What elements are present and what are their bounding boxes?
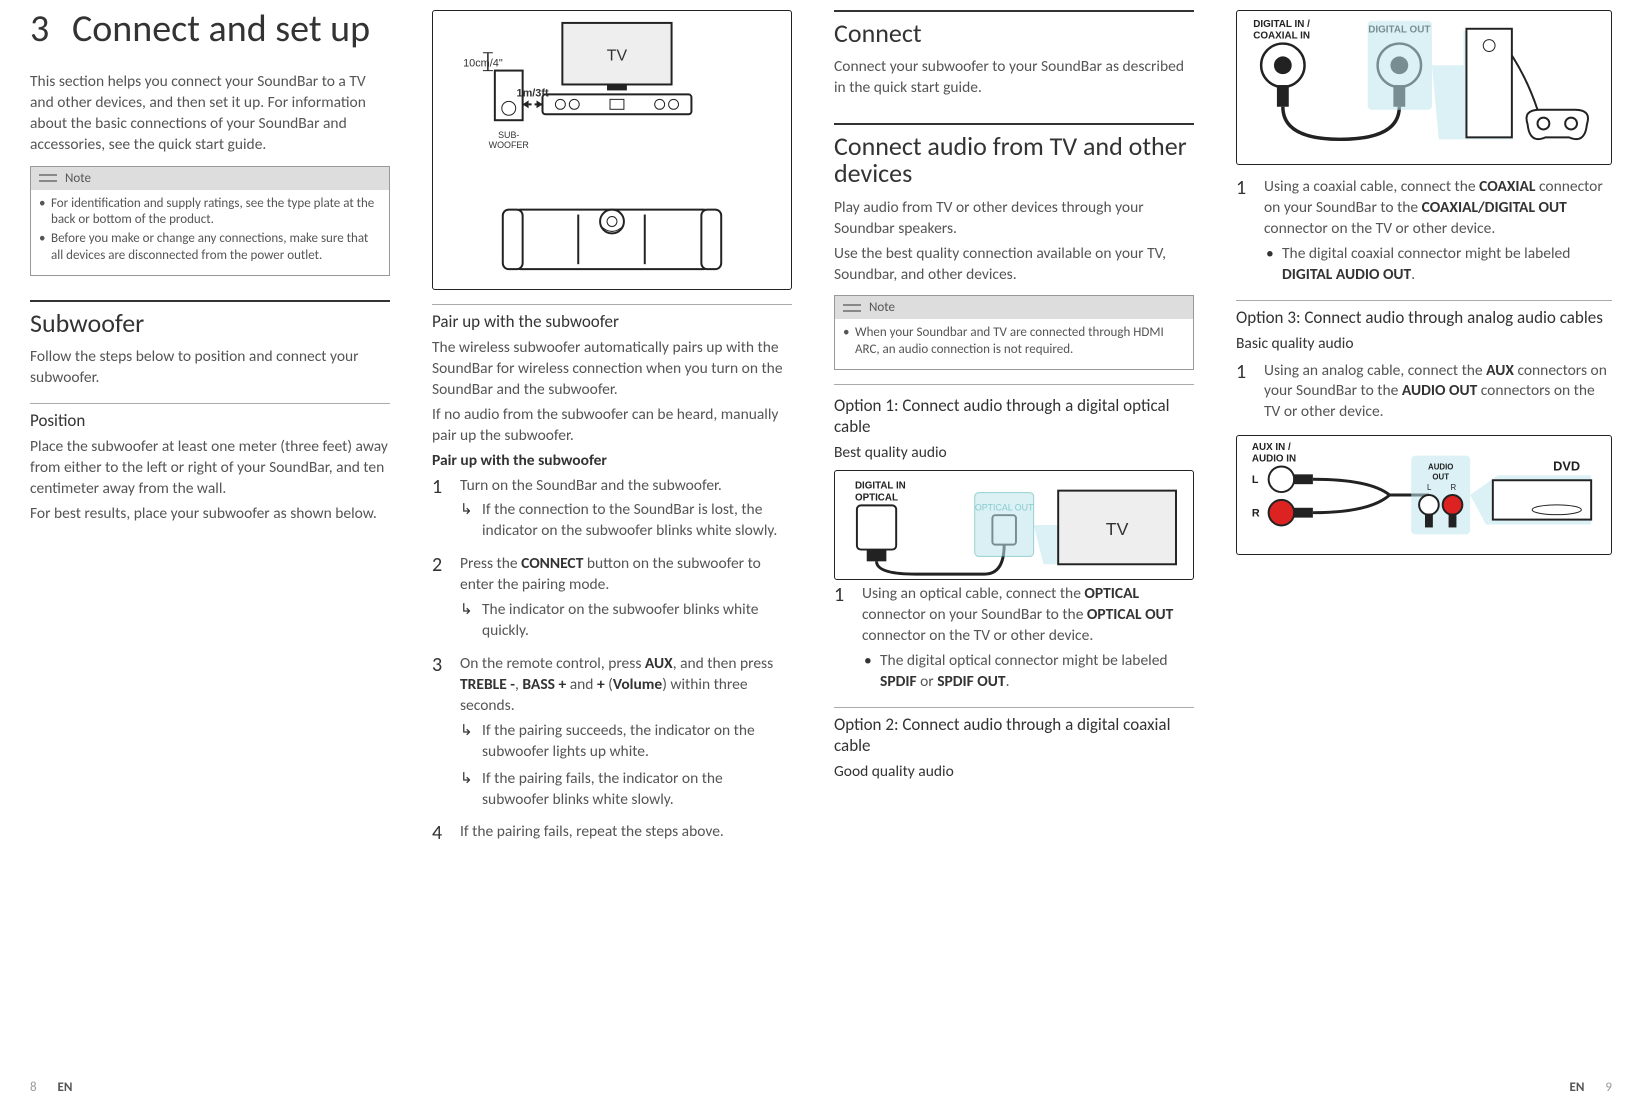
opt3-steps: Using an analog cable, connect the AUX c… — [1236, 361, 1612, 424]
note-box-hdmi: Note When your Soundbar and TV are conne… — [834, 295, 1194, 370]
svg-text:OPTICAL: OPTICAL — [855, 493, 898, 504]
pair-p2: If no audio from the subwoofer can be he… — [432, 405, 792, 447]
section-connect: Connect — [834, 10, 1194, 47]
subsection-position: Position — [30, 403, 390, 431]
svg-text:DIGITAL IN: DIGITAL IN — [855, 481, 906, 492]
svg-text:AUDIO: AUDIO — [1428, 463, 1453, 472]
column-4: DIGITAL IN / COAXIAL IN DIGITAL OUT — [1236, 10, 1612, 1020]
option1-quality: Best quality audio — [834, 443, 1194, 464]
column-2: TV SUB- WOOFER 10cm/4" — [432, 10, 792, 1020]
lang-right: EN — [1570, 1080, 1585, 1095]
pair-steps: Turn on the SoundBar and the subwoofer. … — [432, 476, 792, 844]
note-icon — [39, 171, 57, 185]
column-1: 3 Connect and set up This section helps … — [30, 10, 390, 1020]
pair-step-4: If the pairing fails, repeat the steps a… — [432, 822, 792, 843]
option2-quality: Good quality audio — [834, 762, 1194, 783]
chapter-number: 3 — [30, 10, 72, 48]
option3-quality: Basic quality audio — [1236, 334, 1612, 355]
svg-text:SUB-: SUB- — [498, 130, 519, 140]
figure-analog: AUX IN / AUDIO IN L R AUDIO OUT L R — [1236, 435, 1612, 555]
footer-left: 8 EN — [30, 1080, 72, 1095]
connect-audio-p2: Use the best quality connection availabl… — [834, 244, 1194, 286]
section-connect-audio: Connect audio from TV and other devices — [834, 123, 1194, 188]
svg-text:R: R — [1252, 508, 1260, 520]
note-label: Note — [869, 300, 895, 315]
connect-text: Connect your subwoofer to your SoundBar … — [834, 57, 1194, 99]
figure-coaxial: DIGITAL IN / COAXIAL IN DIGITAL OUT — [1236, 10, 1612, 165]
position-p1: Place the subwoofer at least one meter (… — [30, 437, 390, 500]
connect-audio-p1: Play audio from TV or other devices thro… — [834, 198, 1194, 240]
pair-p1: The wireless subwoofer automatically pai… — [432, 338, 792, 401]
svg-text:WOOFER: WOOFER — [489, 140, 530, 150]
pair-step-2-sub: The indicator on the subwoofer blinks wh… — [460, 600, 792, 642]
note-item: When your Soundbar and TV are connected … — [843, 325, 1185, 359]
pair-step-3: On the remote control, press AUX, and th… — [432, 654, 792, 810]
section-subwoofer: Subwoofer — [30, 300, 390, 337]
svg-text:L: L — [1252, 474, 1259, 486]
subsection-pair: Pair up with the subwoofer — [432, 304, 792, 332]
position-p2: For best results, place your subwoofer a… — [30, 504, 390, 525]
option1-title: Option 1: Connect audio through a digita… — [834, 395, 1194, 437]
svg-text:OUT: OUT — [1432, 473, 1449, 482]
svg-text:R: R — [1451, 483, 1457, 492]
page-number-right: 9 — [1605, 1080, 1612, 1095]
svg-text:10cm/4": 10cm/4" — [463, 58, 503, 70]
opt1-steps: Using an optical cable, connect the OPTI… — [834, 584, 1194, 693]
svg-text:1m/3ft: 1m/3ft — [517, 87, 549, 99]
pair-step-1: Turn on the SoundBar and the subwoofer. … — [432, 476, 792, 543]
figure-subwoofer-placement: TV SUB- WOOFER 10cm/4" — [432, 10, 792, 290]
opt2-step-1: Using a coaxial cable, connect the COAXI… — [1236, 177, 1612, 286]
svg-text:COAXIAL IN: COAXIAL IN — [1253, 31, 1310, 42]
opt1-step-1: Using an optical cable, connect the OPTI… — [834, 584, 1194, 693]
note-item: For identification and supply ratings, s… — [39, 196, 381, 230]
svg-text:TV: TV — [1106, 519, 1129, 539]
opt1-bullet: The digital optical connector might be l… — [862, 651, 1194, 693]
svg-text:DIGITAL IN /: DIGITAL IN / — [1253, 19, 1310, 30]
pair-step-1-sub: If the connection to the SoundBar is los… — [460, 500, 792, 542]
chapter-title: Connect and set up — [72, 10, 370, 50]
pair-step-3-sub1: If the pairing succeeds, the indicator o… — [460, 721, 792, 763]
pair-step-2: Press the CONNECT button on the subwoofe… — [432, 554, 792, 642]
note-box: Note For identification and supply ratin… — [30, 166, 390, 277]
opt2-bullet: The digital coaxial connector might be l… — [1264, 244, 1612, 286]
intro-text: This section helps you connect your Soun… — [30, 72, 390, 156]
svg-text:DVD: DVD — [1553, 459, 1580, 474]
pair-step-3-sub2: If the pairing fails, the indicator on t… — [460, 769, 792, 811]
pair-subtitle: Pair up with the subwoofer — [432, 451, 792, 472]
subwoofer-intro: Follow the steps below to position and c… — [30, 347, 390, 389]
svg-text:TV: TV — [607, 48, 628, 65]
page-number-left: 8 — [30, 1080, 37, 1095]
svg-text:L: L — [1427, 483, 1432, 492]
note-label: Note — [65, 171, 91, 186]
note-icon — [843, 301, 861, 315]
lang-left: EN — [58, 1080, 73, 1095]
option3-title: Option 3: Connect audio through analog a… — [1236, 300, 1612, 328]
column-3: Connect Connect your subwoofer to your S… — [834, 10, 1194, 1020]
opt3-step-1: Using an analog cable, connect the AUX c… — [1236, 361, 1612, 424]
figure-optical: DIGITAL IN OPTICAL OPTICAL OUT TV — [834, 470, 1194, 580]
svg-text:AUDIO IN: AUDIO IN — [1252, 454, 1296, 465]
chapter-heading: 3 Connect and set up — [30, 10, 390, 50]
opt2-steps: Using a coaxial cable, connect the COAXI… — [1236, 177, 1612, 286]
option2-title: Option 2: Connect audio through a digita… — [834, 707, 1194, 756]
footer-right: EN 9 — [1570, 1080, 1612, 1095]
note-item: Before you make or change any connection… — [39, 231, 381, 265]
svg-text:AUX IN /: AUX IN / — [1252, 442, 1291, 453]
